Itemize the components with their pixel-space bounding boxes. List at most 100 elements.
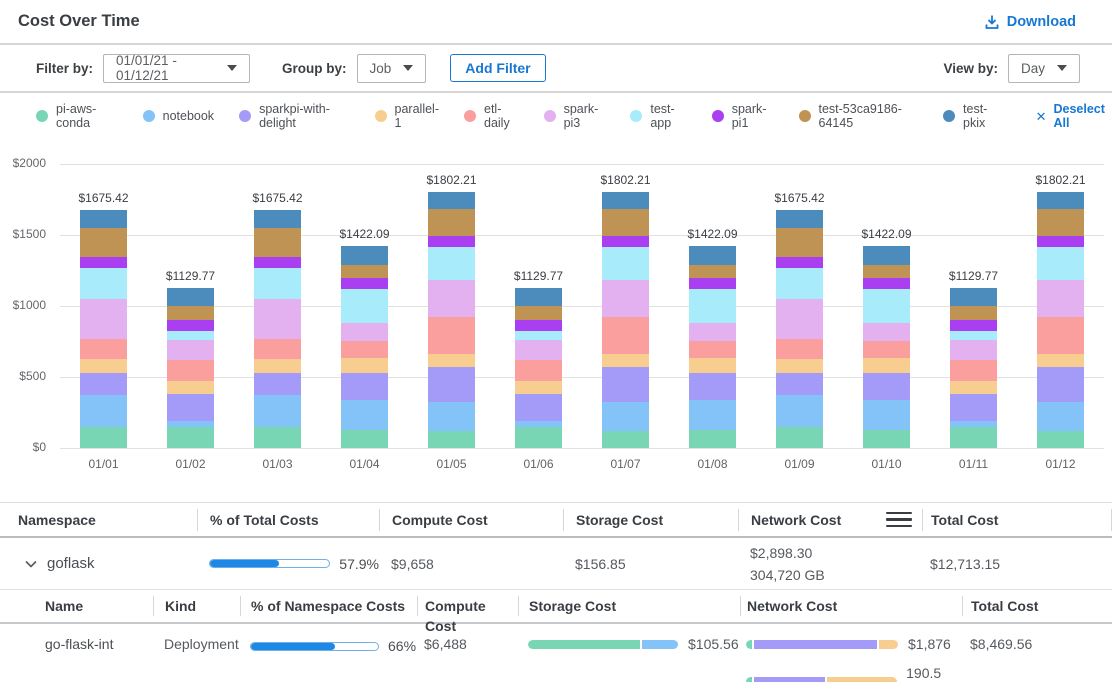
legend-item-test-pkix[interactable]: test-pkix bbox=[943, 102, 1001, 130]
bar-segment-test-53ca9186-64145[interactable] bbox=[863, 264, 910, 278]
bar-segment-parallel-1[interactable] bbox=[167, 381, 214, 395]
bar-segment-test-app[interactable] bbox=[341, 288, 388, 323]
legend-item-parallel-1[interactable]: parallel-1 bbox=[374, 102, 439, 130]
bar-segment-spark-pi1[interactable] bbox=[254, 257, 301, 268]
bar-segment-test-53ca9186-64145[interactable] bbox=[428, 209, 475, 236]
bar-segment-notebook[interactable] bbox=[428, 401, 475, 431]
bar-segment-spark-pi1[interactable] bbox=[428, 235, 475, 247]
bar-segment-spark-pi3[interactable] bbox=[950, 340, 997, 360]
bar-segment-etl-daily[interactable] bbox=[254, 339, 301, 360]
bar-segment-pi-aws-conda[interactable] bbox=[167, 427, 214, 448]
add-filter-button[interactable]: Add Filter bbox=[450, 54, 546, 82]
bar-segment-sparkpi-with-delight[interactable] bbox=[602, 366, 649, 402]
bar-segment-spark-pi1[interactable] bbox=[1037, 235, 1084, 247]
bar-segment-sparkpi-with-delight[interactable] bbox=[515, 394, 562, 422]
bar-segment-pi-aws-conda[interactable] bbox=[689, 430, 736, 448]
col-header-compute[interactable]: Compute Cost bbox=[379, 508, 563, 531]
bar-segment-notebook[interactable] bbox=[80, 395, 127, 427]
bar-segment-parallel-1[interactable] bbox=[515, 381, 562, 395]
col-header-network[interactable]: Network Cost bbox=[738, 508, 922, 531]
bar-01/12[interactable] bbox=[1037, 192, 1084, 448]
bar-segment-test-app[interactable] bbox=[254, 267, 301, 300]
bar-segment-sparkpi-with-delight[interactable] bbox=[341, 372, 388, 401]
bar-segment-test-app[interactable] bbox=[689, 288, 736, 323]
download-button[interactable]: Download bbox=[984, 14, 1076, 30]
bar-segment-test-53ca9186-64145[interactable] bbox=[950, 305, 997, 321]
legend-item-test-53ca9186-64145[interactable]: test-53ca9186-64145 bbox=[798, 102, 919, 130]
bar-01/02[interactable] bbox=[167, 287, 214, 448]
bar-segment-parallel-1[interactable] bbox=[341, 358, 388, 373]
bar-segment-test-53ca9186-64145[interactable] bbox=[689, 264, 736, 278]
col-header-pct-namespace[interactable]: % of Namespace Costs bbox=[240, 596, 417, 616]
col-header-storage[interactable]: Storage Cost bbox=[518, 596, 740, 616]
bar-segment-test-pkix[interactable] bbox=[254, 210, 301, 229]
bar-segment-etl-daily[interactable] bbox=[167, 359, 214, 382]
bar-segment-pi-aws-conda[interactable] bbox=[254, 426, 301, 448]
col-header-compute[interactable]: Compute Cost bbox=[417, 596, 518, 634]
bar-segment-test-53ca9186-64145[interactable] bbox=[254, 228, 301, 258]
bar-segment-etl-daily[interactable] bbox=[341, 340, 388, 359]
bar-segment-spark-pi1[interactable] bbox=[341, 277, 388, 289]
bar-01/01[interactable] bbox=[80, 210, 127, 448]
bar-01/07[interactable] bbox=[602, 192, 649, 448]
col-header-network[interactable]: Network Cost bbox=[740, 596, 962, 616]
bar-segment-test-pkix[interactable] bbox=[950, 287, 997, 306]
bar-segment-test-app[interactable] bbox=[950, 331, 997, 341]
bar-segment-test-app[interactable] bbox=[428, 246, 475, 280]
bar-segment-notebook[interactable] bbox=[602, 401, 649, 431]
bar-segment-test-53ca9186-64145[interactable] bbox=[341, 264, 388, 278]
bar-segment-spark-pi3[interactable] bbox=[689, 322, 736, 341]
bar-segment-spark-pi3[interactable] bbox=[602, 279, 649, 318]
bar-segment-sparkpi-with-delight[interactable] bbox=[428, 366, 475, 402]
bar-segment-notebook[interactable] bbox=[254, 395, 301, 427]
bar-segment-test-app[interactable] bbox=[1037, 246, 1084, 280]
bar-segment-notebook[interactable] bbox=[1037, 401, 1084, 431]
legend-item-spark-pi1[interactable]: spark-pi1 bbox=[711, 102, 774, 130]
bar-segment-parallel-1[interactable] bbox=[776, 359, 823, 374]
bar-segment-test-53ca9186-64145[interactable] bbox=[776, 228, 823, 258]
bar-segment-spark-pi1[interactable] bbox=[602, 235, 649, 247]
bar-01/10[interactable] bbox=[863, 246, 910, 448]
bar-segment-test-pkix[interactable] bbox=[428, 192, 475, 210]
bar-segment-test-pkix[interactable] bbox=[80, 210, 127, 229]
bar-segment-etl-daily[interactable] bbox=[863, 340, 910, 359]
bar-segment-parallel-1[interactable] bbox=[80, 359, 127, 374]
workload-name[interactable]: go-flask-int bbox=[45, 636, 114, 652]
bar-segment-etl-daily[interactable] bbox=[428, 317, 475, 355]
bar-segment-test-53ca9186-64145[interactable] bbox=[80, 228, 127, 258]
col-header-storage[interactable]: Storage Cost bbox=[563, 508, 738, 531]
legend-item-notebook[interactable]: notebook bbox=[142, 109, 214, 123]
bar-segment-parallel-1[interactable] bbox=[689, 358, 736, 373]
bar-segment-spark-pi3[interactable] bbox=[254, 299, 301, 340]
bar-segment-test-app[interactable] bbox=[863, 288, 910, 323]
col-header-kind[interactable]: Kind bbox=[153, 596, 240, 616]
bar-segment-spark-pi1[interactable] bbox=[950, 320, 997, 332]
bar-segment-pi-aws-conda[interactable] bbox=[515, 427, 562, 448]
bar-segment-etl-daily[interactable] bbox=[1037, 317, 1084, 355]
bar-01/04[interactable] bbox=[341, 246, 388, 448]
bar-segment-sparkpi-with-delight[interactable] bbox=[80, 373, 127, 396]
bar-segment-spark-pi3[interactable] bbox=[428, 279, 475, 318]
bar-segment-notebook[interactable] bbox=[515, 421, 562, 428]
bar-segment-notebook[interactable] bbox=[950, 421, 997, 428]
bar-segment-spark-pi3[interactable] bbox=[515, 340, 562, 360]
bar-segment-spark-pi3[interactable] bbox=[167, 340, 214, 360]
bar-01/11[interactable] bbox=[950, 287, 997, 448]
legend-item-spark-pi3[interactable]: spark-pi3 bbox=[543, 102, 606, 130]
view-by-select[interactable]: Day bbox=[1007, 53, 1080, 83]
bar-segment-sparkpi-with-delight[interactable] bbox=[776, 373, 823, 396]
column-menu-icon[interactable] bbox=[886, 510, 912, 530]
bar-segment-parallel-1[interactable] bbox=[428, 354, 475, 367]
col-header-total[interactable]: Total Cost bbox=[962, 596, 1112, 616]
bar-segment-test-pkix[interactable] bbox=[515, 287, 562, 306]
bar-segment-parallel-1[interactable] bbox=[950, 381, 997, 395]
bar-segment-sparkpi-with-delight[interactable] bbox=[689, 372, 736, 401]
bar-segment-sparkpi-with-delight[interactable] bbox=[863, 372, 910, 401]
bar-segment-spark-pi1[interactable] bbox=[689, 277, 736, 289]
bar-segment-test-53ca9186-64145[interactable] bbox=[602, 209, 649, 236]
legend-item-sparkpi-with-delight[interactable]: sparkpi-with-delight bbox=[239, 102, 349, 130]
bar-segment-test-pkix[interactable] bbox=[776, 210, 823, 229]
bar-segment-etl-daily[interactable] bbox=[515, 359, 562, 382]
bar-segment-sparkpi-with-delight[interactable] bbox=[1037, 366, 1084, 402]
bar-segment-test-app[interactable] bbox=[776, 267, 823, 300]
